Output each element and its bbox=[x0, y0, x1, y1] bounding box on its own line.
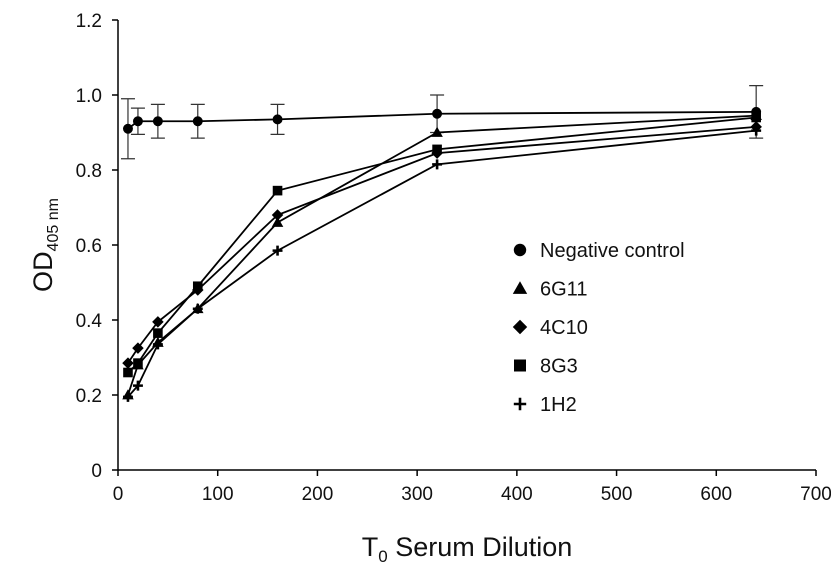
x-tick-label: 200 bbox=[302, 484, 334, 505]
y-tick-label: 0.6 bbox=[76, 236, 102, 257]
legend-marker bbox=[513, 397, 527, 411]
data-point bbox=[122, 357, 134, 369]
legend-marker bbox=[513, 243, 527, 257]
legend-item: 6G11 bbox=[512, 279, 587, 301]
data-point bbox=[271, 216, 284, 227]
axes bbox=[112, 19, 817, 476]
y-tick-label: 0.8 bbox=[76, 161, 102, 182]
x-tick-label: 600 bbox=[700, 484, 732, 505]
data-point bbox=[432, 144, 442, 155]
data-point bbox=[132, 116, 143, 127]
data-point bbox=[152, 316, 164, 328]
data-point bbox=[152, 116, 163, 127]
y-tick-label: 1.0 bbox=[76, 86, 102, 107]
legend-label: 4C10 bbox=[540, 317, 588, 339]
x-axis-title: T0 Serum Dilution bbox=[362, 532, 573, 566]
legend-label: 8G3 bbox=[540, 356, 578, 378]
plot-area bbox=[120, 85, 764, 402]
legend-item: 1H2 bbox=[513, 394, 577, 416]
data-point bbox=[192, 281, 203, 292]
x-tick-label: 0 bbox=[113, 484, 124, 505]
data-point bbox=[153, 328, 163, 338]
data-point bbox=[751, 112, 761, 123]
x-tick-label: 500 bbox=[601, 484, 633, 505]
y-tick-label: 1.2 bbox=[76, 11, 102, 32]
legend-label: 6G11 bbox=[540, 279, 587, 301]
legend-item: 8G3 bbox=[514, 356, 578, 378]
data-point bbox=[272, 245, 283, 256]
data-point bbox=[271, 209, 284, 221]
legend-marker bbox=[512, 319, 528, 335]
tick-labels: 0 100 200 300 400 500 600 700 0 0.2 0.4 0.6 0.8 1.0 1.… bbox=[76, 11, 831, 505]
data-point bbox=[123, 391, 133, 402]
data-point bbox=[132, 380, 143, 391]
x-tick-label: 300 bbox=[401, 484, 433, 505]
y-tick-label: 0 bbox=[91, 461, 102, 482]
data-point bbox=[432, 159, 443, 170]
x-tick-label: 400 bbox=[501, 484, 533, 505]
y-tick-label: 0.4 bbox=[76, 311, 103, 332]
legend-label: Negative control bbox=[540, 240, 685, 262]
data-point bbox=[272, 114, 283, 125]
data-point bbox=[133, 358, 143, 368]
data-point bbox=[152, 339, 163, 350]
data-point bbox=[132, 342, 144, 354]
data-point bbox=[751, 125, 762, 136]
y-tick-label: 0.2 bbox=[76, 386, 102, 407]
data-point bbox=[432, 108, 443, 119]
data-point bbox=[123, 367, 133, 378]
legend-marker bbox=[512, 281, 528, 294]
series-line bbox=[127, 129, 757, 398]
series-3 bbox=[123, 112, 761, 378]
data-point bbox=[123, 123, 133, 134]
legend-item: Negative control bbox=[513, 240, 685, 262]
data-point bbox=[192, 303, 203, 314]
data-point bbox=[431, 126, 443, 137]
legend: Negative control 6G11 4C10 8G3 1H2 bbox=[512, 240, 685, 416]
x-tick-label: 700 bbox=[800, 484, 831, 505]
legend-item: 4C10 bbox=[512, 317, 588, 339]
series-4 bbox=[123, 125, 762, 402]
legend-marker bbox=[514, 359, 526, 372]
series-0 bbox=[120, 85, 764, 160]
legend-label: 1H2 bbox=[540, 394, 577, 416]
data-point bbox=[272, 185, 283, 196]
x-tick-label: 100 bbox=[202, 484, 234, 505]
data-point bbox=[192, 116, 203, 127]
y-axis-title: OD405 nm bbox=[28, 198, 62, 292]
